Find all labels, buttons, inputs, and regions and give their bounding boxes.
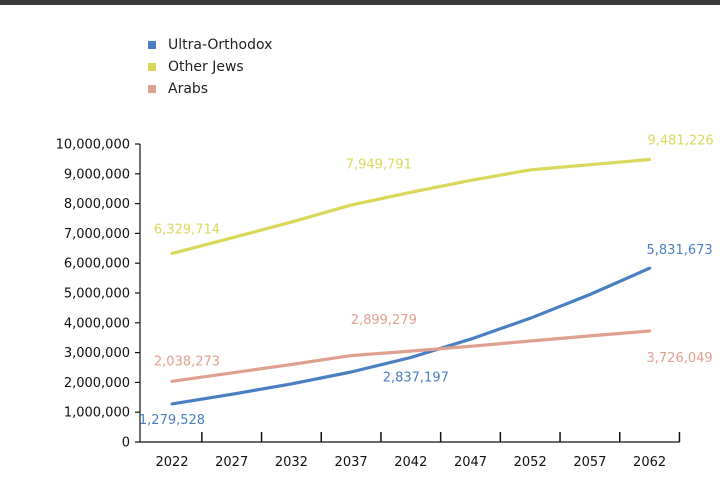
data-label-ultra-orthodox: 2,837,197 xyxy=(383,370,449,385)
legend-swatch-ultra-orthodox xyxy=(148,41,156,49)
data-label-other-jews: 7,949,791 xyxy=(346,157,412,172)
legend-swatch-arabs xyxy=(148,85,156,93)
y-tick-label: 8,000,000 xyxy=(64,197,130,212)
x-tick-label: 2047 xyxy=(454,455,487,470)
y-tick-label: 1,000,000 xyxy=(64,406,130,421)
legend-item-other-jews: Other Jews xyxy=(148,56,272,78)
legend-label-arabs: Arabs xyxy=(168,81,209,97)
data-label-arabs: 2,038,273 xyxy=(154,354,220,369)
series-line-ultra-orthodox xyxy=(170,266,652,406)
x-tick-label: 2052 xyxy=(514,455,547,470)
legend-label-other-jews: Other Jews xyxy=(168,59,244,75)
y-tick-label: 5,000,000 xyxy=(64,287,130,302)
y-tick-label: 4,000,000 xyxy=(64,316,130,331)
x-tick-label: 2027 xyxy=(215,455,248,470)
x-tick-label: 2062 xyxy=(633,455,666,470)
data-label-ultra-orthodox: 5,831,673 xyxy=(647,243,713,258)
data-label-ultra-orthodox: 1,279,528 xyxy=(139,413,205,428)
y-tick-label: 2,000,000 xyxy=(64,376,130,391)
data-label-arabs: 2,899,279 xyxy=(351,313,417,328)
data-label-other-jews: 9,481,226 xyxy=(648,133,714,148)
legend-swatch-other-jews xyxy=(148,63,156,71)
legend-item-arabs: Arabs xyxy=(148,78,272,100)
y-tick-label: 9,000,000 xyxy=(64,167,130,182)
y-tick-label: 10,000,000 xyxy=(56,138,130,153)
x-tick-label: 2032 xyxy=(275,455,308,470)
top-bar xyxy=(0,0,720,5)
y-tick-label: 0 xyxy=(122,436,130,451)
legend-item-ultra-orthodox: Ultra-Orthodox xyxy=(148,34,272,56)
x-tick-label: 2022 xyxy=(155,455,188,470)
x-tick-label: 2037 xyxy=(335,455,368,470)
data-label-other-jews: 6,329,714 xyxy=(154,222,220,237)
legend: Ultra-Orthodox Other Jews Arabs xyxy=(148,34,272,100)
series-line-arabs xyxy=(170,329,652,383)
x-tick-label: 2042 xyxy=(394,455,427,470)
series-line-other-jews xyxy=(170,157,652,255)
legend-label-ultra-orthodox: Ultra-Orthodox xyxy=(168,37,273,53)
y-tick-label: 3,000,000 xyxy=(64,346,130,361)
y-tick-label: 7,000,000 xyxy=(64,227,130,242)
y-tick-label: 6,000,000 xyxy=(64,257,130,272)
data-label-arabs: 3,726,049 xyxy=(647,351,713,366)
x-tick-label: 2057 xyxy=(573,455,606,470)
